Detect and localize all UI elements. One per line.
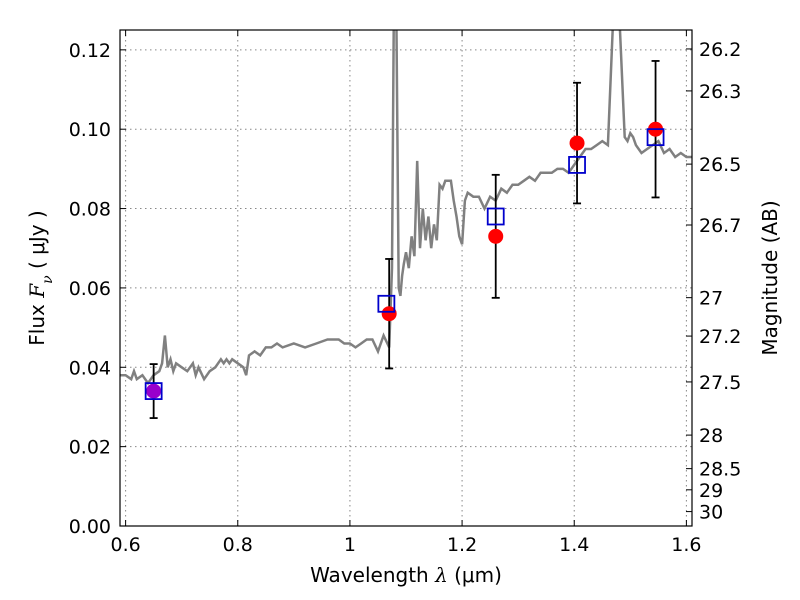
y2-tick-label: 30 xyxy=(699,502,723,524)
y2-tick-label: 26.5 xyxy=(699,154,741,176)
ticks: 0.6 0.8 1 1.2 1.4 1.6 0.00 0.02 0.04 0.06 0.08 0.10… xyxy=(69,30,741,556)
y2-tick-label: 27.5 xyxy=(699,372,741,394)
y2-tick-label: 26.2 xyxy=(699,39,741,61)
model-point xyxy=(646,128,665,147)
error-bars xyxy=(149,60,660,419)
y-tick-label: 0.04 xyxy=(69,357,111,379)
y2-tick-label: 26.7 xyxy=(699,215,741,237)
y-tick-label: 0.06 xyxy=(69,278,111,300)
observed-point xyxy=(488,228,504,244)
plot-area xyxy=(120,30,692,419)
x-axis-label: Wavelength λ (μm) xyxy=(310,563,502,587)
y2-axis-label: Magnitude (AB) xyxy=(758,200,782,355)
x-tick-label: 0.8 xyxy=(223,534,253,556)
y2-tick-label: 26.3 xyxy=(699,81,741,103)
x-tick-label: 1.2 xyxy=(447,534,477,556)
y-axis-label: Flux Fν ( μJy ) xyxy=(25,210,56,345)
y-tick-label: 0.12 xyxy=(69,40,111,62)
model-point xyxy=(377,294,396,313)
model-point xyxy=(486,207,505,226)
x-tick-label: 1.4 xyxy=(559,534,589,556)
y-tick-label: 0.00 xyxy=(69,516,111,538)
observed-point xyxy=(381,306,397,322)
model-point xyxy=(568,156,586,174)
y2-tick-label: 28.5 xyxy=(699,459,741,481)
observed-point xyxy=(569,135,585,151)
plot-frame xyxy=(119,29,693,527)
observed-point xyxy=(146,383,162,399)
x-tick-label: 1 xyxy=(344,534,356,556)
y2-tick-label: 29 xyxy=(699,480,723,502)
y2-tick-label: 27 xyxy=(699,288,723,310)
grid xyxy=(120,30,692,527)
y2-tick-label: 28 xyxy=(699,425,723,447)
model-point xyxy=(144,382,163,400)
x-tick-label: 1.6 xyxy=(671,534,701,556)
y-tick-label: 0.10 xyxy=(69,119,111,141)
model-points xyxy=(144,128,665,400)
model-spectrum-line xyxy=(120,30,692,386)
x-tick-label: 0.6 xyxy=(110,534,140,556)
y2-tick-label: 27.2 xyxy=(699,326,741,348)
y-tick-label: 0.02 xyxy=(69,437,111,459)
y-tick-label: 0.08 xyxy=(69,199,111,221)
